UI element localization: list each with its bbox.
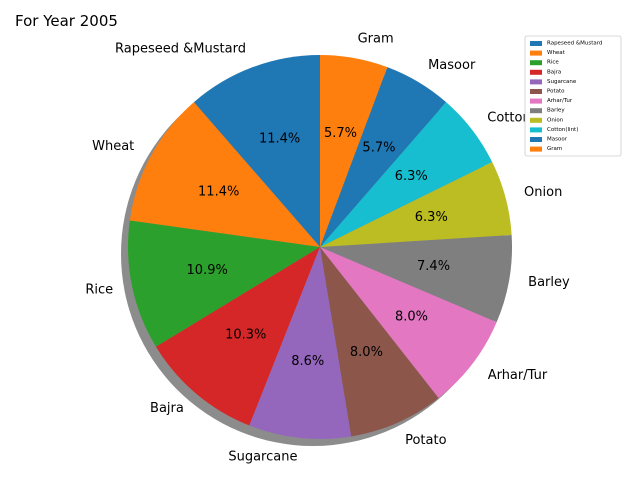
chart-title: For Year 2005: [15, 12, 118, 30]
slice-barley: [320, 234, 512, 323]
pct-label-barley: 7.4%: [417, 259, 450, 274]
pct-label-arhar-tur: 8.0%: [395, 310, 428, 325]
legend-label-rice: Rice: [547, 60, 559, 66]
legend-label-bajra: Bajra: [547, 69, 561, 75]
pct-label-cotton-lint: 6.3%: [395, 169, 428, 184]
pct-label-bajra: 10.3%: [225, 328, 266, 343]
legend-label-cotton-lint: Cotton(lint): [547, 127, 578, 133]
legend-swatch-rapeseed-mustard: [530, 41, 542, 46]
legend-swatch-potato: [530, 89, 542, 94]
category-label-wheat: Wheat: [92, 139, 134, 154]
legend-label-arhar-tur: Arhar/Tur: [547, 98, 573, 104]
category-label-rice: Rice: [85, 282, 113, 297]
slice-bajra: [155, 247, 320, 426]
legend-swatch-sugarcane: [530, 79, 542, 85]
legend-swatch-bajra: [530, 69, 542, 75]
category-label-sugarcane: Sugarcane: [228, 449, 297, 464]
slice-rice: [128, 220, 320, 347]
legend-swatch-barley: [530, 108, 542, 114]
legend-label-onion: Onion: [547, 117, 564, 123]
legend-label-masoor: Masoor: [547, 137, 568, 143]
pie-slices: [128, 55, 512, 439]
legend-label-barley: Barley: [547, 108, 565, 114]
pct-label-wheat: 11.4%: [198, 185, 239, 200]
legend-label-sugarcane: Sugarcane: [547, 79, 577, 85]
pct-label-rice: 10.9%: [187, 263, 228, 278]
pie-percent-labels: 11.4% 11.4% 10.9% 10.3% 8.6% 8.0% 8.0% 7.4% 6.3%…: [187, 126, 451, 369]
legend-label-wheat: Wheat: [547, 50, 566, 56]
legend-swatch-gram: [530, 146, 542, 152]
category-label-bajra: Bajra: [150, 401, 184, 416]
slice-arhar-tur: [320, 247, 497, 398]
legend-swatch-cotton-lint: [530, 127, 542, 133]
legend: Rapeseed &Mustard Wheat Rice Bajra Sugarcane…: [524, 35, 622, 157]
slice-onion: [320, 161, 512, 247]
pct-label-potato: 8.0%: [350, 345, 383, 360]
legend-swatch-wheat: [530, 50, 542, 56]
legend-label-rapeseed-mustard: Rapeseed &Mustard: [547, 41, 602, 47]
legend-frame: [524, 35, 622, 157]
slice-rapeseed-mustard: [193, 55, 320, 247]
pct-label-gram: 5.7%: [324, 126, 357, 141]
legend-swatch-arhar-tur: [530, 98, 542, 104]
slice-cotton-lint: [320, 102, 493, 247]
pct-label-onion: 6.3%: [415, 210, 448, 225]
category-label-potato: Potato: [405, 433, 446, 448]
slice-masoor: [320, 67, 447, 247]
legend-swatch-masoor: [530, 137, 542, 142]
category-label-gram: Gram: [358, 32, 394, 47]
legend-swatch-rice: [530, 60, 542, 66]
slice-sugarcane: [249, 247, 352, 439]
legend-label-potato: Potato: [547, 89, 565, 95]
category-label-arhar-tur: Arhar/Tur: [488, 368, 548, 383]
pct-label-rapeseed-mustard: 11.4%: [259, 132, 300, 147]
pct-label-masoor: 5.7%: [362, 141, 395, 156]
slice-potato: [320, 247, 439, 437]
category-label-onion: Onion: [524, 185, 562, 200]
category-label-barley: Barley: [528, 275, 570, 290]
legend-swatch-onion: [530, 117, 542, 123]
pct-label-sugarcane: 8.6%: [291, 354, 324, 369]
slice-gram: [320, 55, 388, 247]
slice-wheat: [129, 102, 320, 247]
legend-label-gram: Gram: [547, 146, 562, 152]
category-label-masoor: Masoor: [428, 58, 476, 73]
category-label-rapeseed-mustard: Rapeseed &Mustard: [115, 42, 246, 57]
